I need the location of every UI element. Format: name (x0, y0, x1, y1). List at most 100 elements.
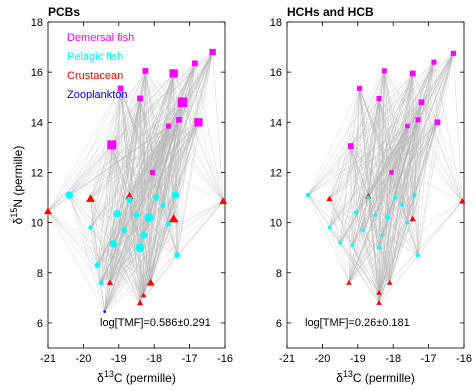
food-web-link (348, 217, 389, 283)
food-web-link (97, 199, 130, 266)
food-web-link (414, 195, 419, 256)
crustacean-point (146, 278, 155, 286)
pelagic-fish-point (385, 215, 391, 220)
food-web-link (139, 217, 150, 303)
food-web-link (69, 194, 144, 296)
pelagic-fish-point (376, 245, 382, 250)
food-web-link (329, 53, 454, 228)
demersal-fish-point (169, 69, 178, 78)
food-web-link (90, 51, 213, 228)
food-web-link (90, 198, 141, 303)
food-web-link (150, 63, 196, 283)
food-web-link (350, 146, 357, 213)
food-web-link (69, 63, 196, 196)
food-web-link (173, 52, 213, 219)
food-web-link (387, 73, 413, 218)
food-web-link (378, 197, 396, 293)
food-web-link (329, 70, 385, 228)
zooplankton-point (103, 310, 106, 313)
food-web-link (90, 198, 105, 312)
food-web-link (104, 213, 118, 312)
food-web-link (90, 198, 141, 248)
food-web-link (329, 98, 380, 199)
demersal-fish-point (137, 95, 143, 102)
food-web-link (129, 196, 178, 256)
y-tick-label: 12 (270, 167, 282, 179)
food-web-link (123, 122, 199, 231)
food-web-link (47, 70, 146, 212)
food-web-link (368, 62, 435, 197)
food-web-link (389, 194, 415, 283)
x-tick-label: -17 (182, 353, 198, 365)
y-axis-label-delta: δ (11, 217, 25, 224)
demersal-fish-point (418, 99, 425, 106)
food-web-link (139, 194, 176, 248)
crustacean-point (376, 300, 382, 305)
food-web-link (348, 201, 463, 283)
food-web-link (90, 122, 199, 228)
demersal-fish-point (149, 169, 155, 176)
food-web-link (339, 122, 438, 243)
food-web-link (97, 213, 118, 266)
x-tick-label: -18 (146, 353, 162, 365)
food-web-link (378, 73, 413, 293)
food-web-link (348, 146, 351, 283)
food-web-link (378, 194, 415, 303)
demersal-fish-point (165, 123, 171, 129)
x-tick-label: -19 (350, 353, 366, 365)
panel-title: PCBs (48, 5, 80, 19)
food-web-link (69, 194, 105, 312)
pelagic-fish-point (133, 212, 140, 218)
food-web-link (143, 235, 151, 283)
food-web-link (109, 213, 118, 283)
food-web-link (111, 88, 121, 145)
food-web-link (143, 201, 224, 296)
pelagic-fish-point (109, 240, 118, 248)
food-web-link (308, 53, 454, 196)
food-web-link (378, 122, 438, 248)
food-web-link (97, 51, 213, 266)
y-axis-label-text: N (permille) (11, 146, 25, 208)
food-web-link (378, 222, 408, 303)
demersal-fish-point (177, 97, 188, 108)
demersal-fish-point (107, 140, 117, 150)
food-web-link (378, 201, 463, 304)
food-web-link (378, 194, 415, 248)
food-web-link (109, 217, 150, 283)
food-web-link (69, 51, 213, 196)
food-web-link (382, 235, 390, 283)
food-web-link (329, 198, 390, 283)
food-web-link (308, 194, 419, 256)
food-web-link (47, 63, 196, 212)
food-web-link (339, 146, 351, 243)
food-web-link (129, 196, 141, 303)
crustacean-point (459, 198, 466, 204)
food-web-link (348, 230, 364, 283)
tmf-annotation: log[TMF]=0.586±0.291 (100, 317, 211, 329)
food-web-link (348, 215, 376, 283)
y-tick-label: 6 (276, 318, 282, 330)
legend-entry-zooplankton: Zooplankton (67, 89, 128, 101)
legend-entry-demersal-fish: Demersal fish (67, 32, 134, 44)
food-web-link (129, 51, 213, 201)
crustacean-point (386, 280, 393, 285)
y-tick-label: 18 (270, 17, 282, 29)
food-web-link (123, 51, 213, 231)
food-web-link (155, 52, 213, 198)
food-web-link (97, 102, 183, 266)
food-web-link (90, 227, 111, 283)
pelagic-fish-point (152, 194, 160, 201)
food-web-link (350, 146, 353, 246)
food-web-link (329, 73, 413, 199)
food-web-link (389, 205, 403, 283)
food-web-link (329, 102, 422, 228)
pelagic-fish-point (361, 228, 366, 233)
x-axis-label-delta: δ (97, 371, 104, 385)
pelagic-fish-point (121, 227, 127, 234)
y-tick-label: 18 (31, 17, 43, 29)
pelagic-fish-point (113, 209, 121, 218)
food-web-link (352, 196, 369, 246)
food-web-link (329, 62, 435, 228)
food-web-link (417, 119, 463, 202)
